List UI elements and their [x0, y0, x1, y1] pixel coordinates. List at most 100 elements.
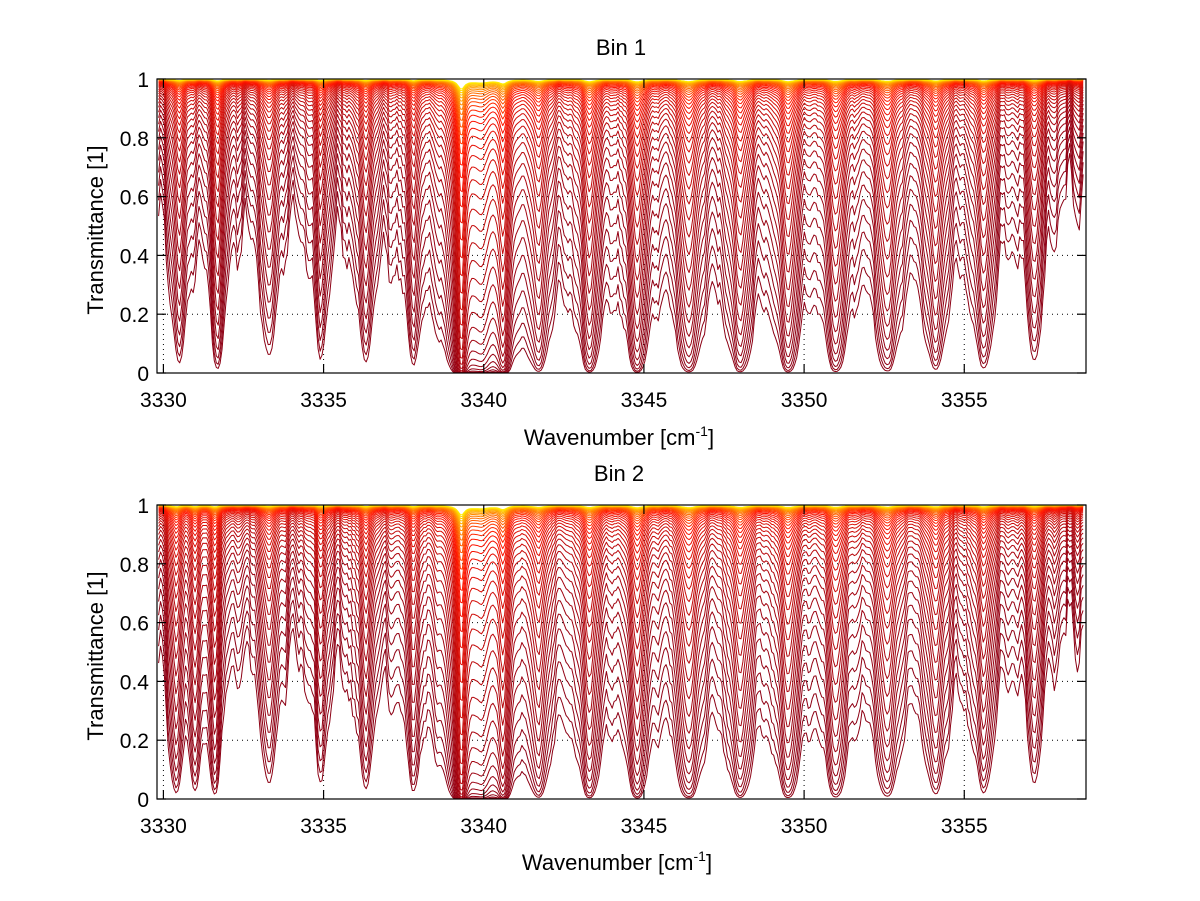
series-line-33 — [158, 104, 1084, 374]
series-line-36 — [158, 119, 1084, 374]
x-axis-label-suffix: ] — [706, 850, 712, 875]
series-line-23 — [158, 511, 1084, 719]
y-tick-label: 0.8 — [120, 554, 149, 577]
x-tick-label: 3340 — [460, 389, 507, 412]
series-line-25 — [158, 85, 1084, 326]
x-axis-label-text: Wavenumber [cm — [524, 425, 696, 450]
y-tick-label: 0.6 — [120, 613, 149, 636]
x-tick-label: 3345 — [621, 389, 668, 412]
series-line-27 — [158, 88, 1084, 351]
y-tick-label: 0.2 — [120, 304, 149, 327]
y-tick-label: 0.4 — [120, 671, 150, 694]
series-line-20 — [158, 81, 1084, 241]
y-tick-label: 0.8 — [120, 128, 149, 151]
series-group — [158, 504, 1084, 800]
series-line-36 — [158, 557, 1084, 800]
x-axis-label-suffix: ] — [708, 425, 714, 450]
series-line-31 — [158, 529, 1084, 798]
y-tick-label: 0.2 — [120, 730, 149, 753]
y-tick-label: 1 — [137, 69, 149, 92]
series-line-37 — [158, 126, 1084, 374]
x-tick-label: 3355 — [941, 815, 988, 838]
series-line-20 — [158, 508, 1084, 666]
series-line-21 — [158, 82, 1084, 259]
series-line-28 — [158, 90, 1084, 359]
x-tick-label: 3335 — [300, 815, 347, 838]
series-line-38 — [158, 134, 1084, 374]
y-tick-label: 0.4 — [120, 245, 150, 268]
series-line-32 — [158, 533, 1084, 799]
x-axis-label-superscript: -1 — [696, 423, 709, 439]
series-line-29 — [158, 522, 1084, 791]
series-group — [158, 78, 1084, 374]
y-ticks: 0 0.2 0.4 0.6 0.8 1 — [120, 69, 1086, 386]
series-line-27 — [158, 517, 1084, 776]
series-line-14 — [158, 506, 1084, 580]
subplot-bin-1: Bin 1 3330 3335 3340 3345 3350 3355 0 0.2 0.4 0.… — [83, 35, 1087, 450]
series-line-26 — [158, 515, 1084, 765]
series-line-16 — [158, 80, 1084, 179]
series-line-32 — [158, 100, 1084, 373]
y-tick-label: 0 — [137, 789, 149, 812]
series-line-24 — [158, 84, 1084, 311]
axes-box — [156, 78, 1087, 374]
series-line-17 — [158, 80, 1084, 193]
y-tick-label: 1 — [137, 495, 149, 518]
series-line-34 — [158, 543, 1084, 800]
y-tick-label: 0 — [137, 363, 149, 386]
series-line-19 — [158, 508, 1084, 649]
series-line-12 — [158, 505, 1084, 561]
x-tick-label: 3340 — [460, 815, 507, 838]
series-line-26 — [158, 86, 1084, 339]
y-axis-label: Transmittance [1] — [83, 571, 108, 740]
subplot-bin-2: Bin 2 3330 3335 3340 3345 3350 3355 0 0.2 0.4 0.… — [83, 461, 1087, 875]
series-line-13 — [158, 79, 1084, 145]
series-line-22 — [158, 510, 1084, 701]
series-line-24 — [158, 512, 1084, 736]
axes-box — [156, 504, 1087, 800]
series-line-14 — [158, 79, 1084, 155]
y-axis-label: Transmittance [1] — [83, 145, 108, 314]
series-line-33 — [158, 538, 1084, 800]
series-line-25 — [158, 513, 1084, 751]
x-ticks: 3330 3335 3340 3345 3350 3355 — [140, 505, 988, 838]
x-axis-label-superscript: -1 — [694, 848, 707, 864]
x-tick-label: 3350 — [781, 389, 828, 412]
x-ticks: 3330 3335 3340 3345 3350 3355 — [140, 79, 988, 412]
y-ticks: 0 0.2 0.4 0.6 0.8 1 — [120, 495, 1086, 812]
series-line-38 — [158, 575, 1084, 800]
x-tick-label: 3330 — [140, 815, 187, 838]
x-tick-label: 3330 — [140, 389, 187, 412]
series-line-13 — [158, 505, 1084, 570]
series-line-29 — [158, 92, 1084, 365]
x-tick-label: 3350 — [781, 815, 828, 838]
series-line-30 — [158, 94, 1084, 369]
series-line-19 — [158, 81, 1084, 224]
series-line-18 — [158, 507, 1084, 633]
series-line-39 — [158, 143, 1084, 374]
x-tick-label: 3355 — [941, 389, 988, 412]
x-tick-label: 3335 — [300, 389, 347, 412]
subplot-title: Bin 2 — [594, 461, 644, 486]
series-line-17 — [158, 507, 1084, 618]
series-line-21 — [158, 509, 1084, 684]
series-line-40 — [158, 153, 1084, 374]
series-line-37 — [158, 566, 1084, 800]
series-line-18 — [158, 80, 1084, 208]
y-tick-label: 0.6 — [120, 187, 149, 210]
series-line-16 — [158, 506, 1084, 604]
x-axis-label: Wavenumber [cm-1] — [522, 848, 712, 875]
series-line-35 — [158, 113, 1084, 374]
x-tick-label: 3345 — [621, 815, 668, 838]
series-line-39 — [158, 586, 1084, 800]
series-line-15 — [158, 79, 1084, 166]
series-line-15 — [158, 506, 1084, 591]
series-line-30 — [158, 525, 1084, 795]
x-axis-label-text: Wavenumber [cm — [522, 850, 694, 875]
series-line-34 — [158, 108, 1084, 374]
series-line-31 — [158, 97, 1084, 372]
series-line-40 — [158, 598, 1084, 800]
series-line-22 — [158, 82, 1084, 277]
series-line-28 — [158, 519, 1084, 785]
